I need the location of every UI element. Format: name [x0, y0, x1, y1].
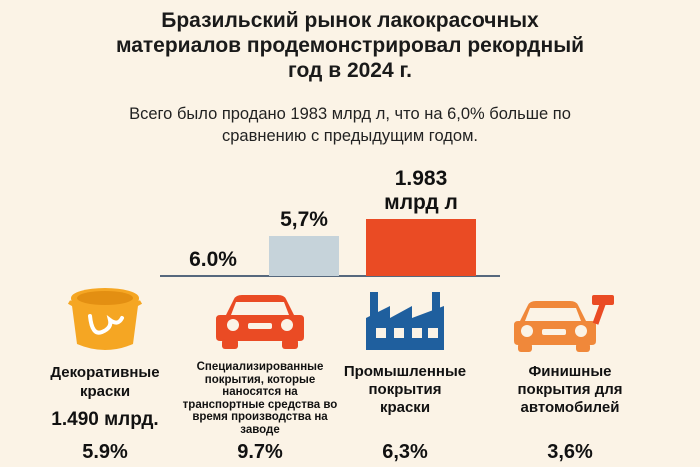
category-label-oem-vehicle: Специализированные покрытия, которые нан…: [160, 361, 360, 437]
label-line: Специализированные: [196, 361, 324, 373]
bar-2-data-label: млрд л: [384, 191, 458, 214]
title-line: год в 2024 г.: [288, 59, 412, 82]
category-percent-decorative: 5.9%: [82, 441, 128, 463]
label-line: наносятся на: [222, 386, 298, 399]
bar-1-data-label: 5,7%: [280, 208, 328, 231]
label-line: краски: [79, 383, 131, 400]
label-line: покрытия для: [517, 381, 623, 398]
category-amount-decorative: 1.490 млрд.: [51, 409, 159, 430]
page-title: Бразильский рынок лакокрасочных материал…: [0, 8, 700, 83]
bar-2: [366, 219, 476, 276]
title-line: Бразильский рынок лакокрасочных: [161, 9, 539, 32]
category-percent-automotive-refinish: 3,6%: [547, 441, 593, 463]
subtitle-line: Всего было продано 1983 млрд л, что на 6…: [129, 105, 571, 123]
category-label-industrial: Промышленные покрытия краски: [315, 363, 495, 417]
label-line: транспортные средства во: [182, 398, 338, 411]
label-line: время производства на: [192, 411, 328, 424]
label-line: Промышленные: [343, 363, 467, 380]
bar-2-data-label: 1.983: [395, 167, 448, 190]
label-line: Декоративные: [50, 364, 160, 381]
page-subtitle: Всего было продано 1983 млрд л, что на 6…: [0, 103, 700, 147]
label-line: Финишные: [528, 363, 612, 380]
label-line: покрытия, которые: [204, 373, 316, 386]
bar-0-data-label: 6.0%: [189, 248, 237, 271]
title-line: материалов продемонстрировал рекордный: [115, 34, 585, 57]
label-line: заводе: [240, 423, 280, 436]
category-percent-oem-vehicle: 9.7%: [237, 441, 283, 463]
category-label-automotive-refinish: Финишные покрытия для автомобилей: [475, 363, 665, 417]
car-hammer-icon: [514, 295, 614, 352]
paint-bucket-icon: [67, 288, 143, 350]
category-percent-industrial: 6,3%: [382, 441, 428, 463]
label-line: автомобилей: [520, 399, 620, 416]
category-label-decorative: Декоративные краски: [10, 363, 200, 401]
label-line: краски: [379, 399, 431, 416]
car-icon: [216, 295, 304, 349]
bar-1: [269, 236, 339, 276]
label-line: покрытия: [368, 381, 442, 398]
subtitle-line: сравнению с предыдущим годом.: [222, 127, 478, 145]
factory-icon: [366, 292, 444, 350]
